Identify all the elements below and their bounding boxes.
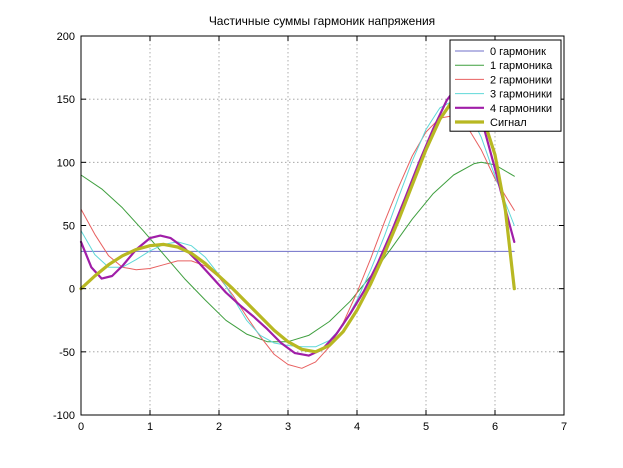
y-tick-label: -50: [59, 347, 75, 359]
x-tick-label: 0: [78, 421, 84, 433]
x-tick-label: 3: [285, 421, 291, 433]
legend-label-1: 1 гармоника: [490, 60, 553, 72]
plot-area: 0 1 2 3 4 5 6 7 -100 -50 0 50 100 150 200 0 гармоник 1 г…: [53, 31, 567, 433]
legend-label-0: 0 гармоник: [490, 46, 546, 58]
x-tick-label: 4: [354, 421, 360, 433]
x-tick-label: 2: [216, 421, 222, 433]
y-tick-label: 150: [57, 94, 75, 106]
y-tick-label: 0: [69, 284, 75, 296]
chart-title: Частичные суммы гармоник напряжения: [209, 14, 435, 28]
x-tick-label: 7: [561, 421, 567, 433]
legend-box: [449, 39, 562, 132]
legend-label-3: 3 гармоники: [490, 89, 552, 101]
legend-label-5: Сигнал: [490, 117, 527, 129]
y-tick-label: 200: [57, 31, 75, 43]
x-tick-label: 5: [423, 421, 429, 433]
x-tick-label: 6: [492, 421, 498, 433]
series-line-5: [79, 93, 516, 354]
x-tick-label: 1: [147, 421, 153, 433]
legend: 0 гармоник 1 гармоника 2 гармоники 3 гармон…: [449, 39, 562, 132]
legend-label-2: 2 гармоники: [490, 74, 552, 86]
y-tick-label: 100: [57, 157, 75, 169]
y-tick-label: 50: [63, 221, 75, 233]
legend-label-4: 4 гармоники: [490, 103, 552, 115]
y-tick-label: -100: [53, 410, 75, 422]
